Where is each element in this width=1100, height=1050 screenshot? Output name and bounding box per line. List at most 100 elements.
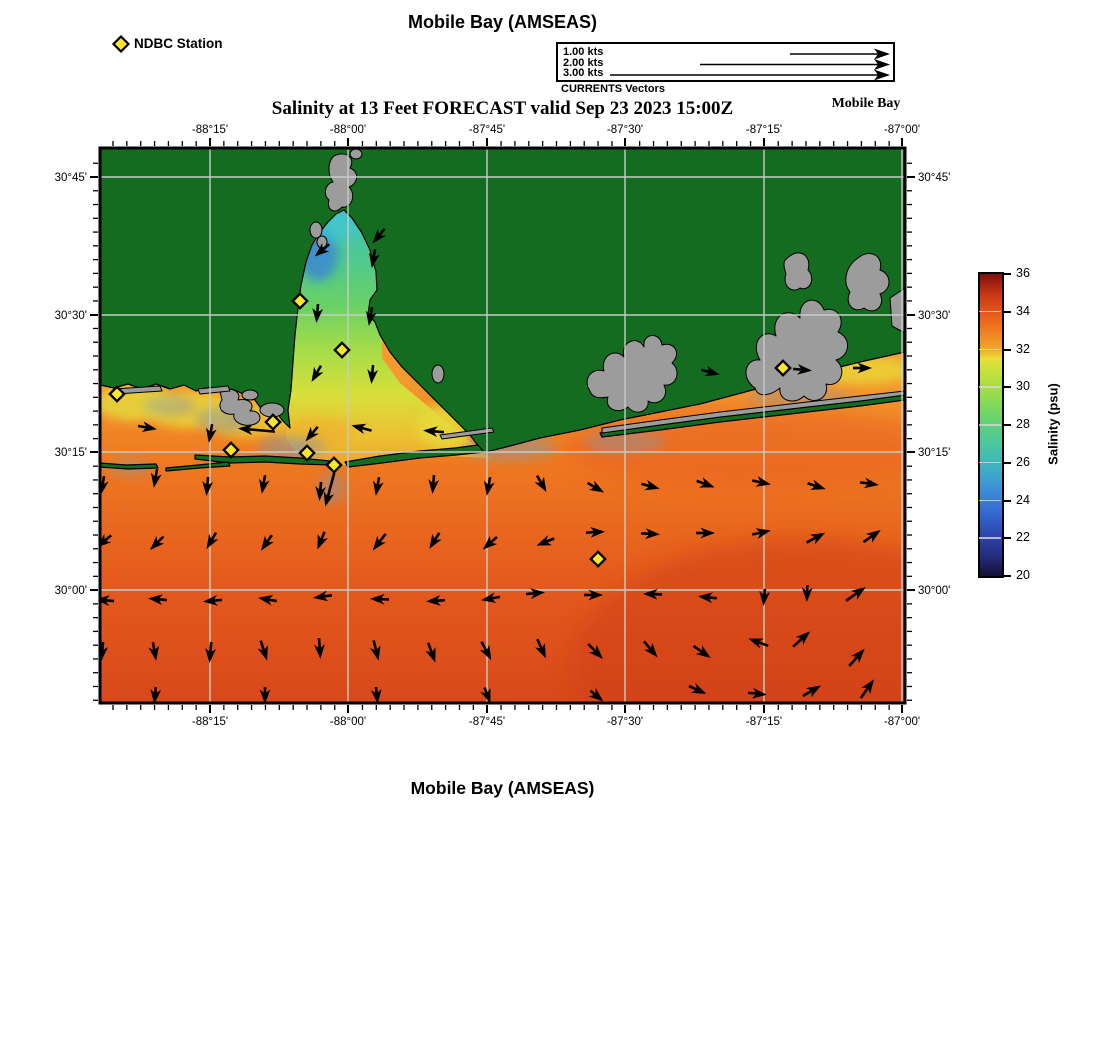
current-vector-arrow [372,227,386,244]
colorbar-tick-label: 36 [1016,266,1030,280]
current-vector-arrow [747,687,767,699]
current-vector-arrow [314,637,325,659]
current-vector-arrow [370,593,390,605]
current-vector-arrow [701,365,720,377]
legend-arrow-head [874,48,890,60]
colorbar-gridline [979,499,1001,501]
current-vector-arrow [260,534,274,551]
y-tick-label-right: 30°00' [918,585,950,597]
current-vector-arrow [372,533,387,551]
colorbar-tick-label: 34 [1016,303,1030,318]
current-vector-arrow [845,586,866,602]
bottom-title: Mobile Bay (AMSEAS) [410,778,595,798]
pensacola-bay [745,299,848,402]
current-vector-arrow [641,479,660,491]
current-vector-arrow [535,638,546,659]
current-vector-arrow [481,592,501,604]
current-vector-arrow [792,363,812,375]
mobile-city-gray [309,221,323,239]
current-vector-arrow [258,594,278,606]
current-vector-arrow [315,481,327,501]
ndbc-station-marker [774,359,792,377]
salinity-map: -88°15' -88°15' -88°00' -88°00' -87°45' -87°4… [55,124,951,728]
colorbar-tick-label: 22 [1016,530,1030,545]
current-vector-arrow [323,472,336,507]
current-vector-arrow [257,640,268,661]
colorbar-tick-label: 24 [1016,492,1030,507]
colorbar-tick-label: 28 [1016,417,1030,431]
forecast-subtitle: Salinity at 13 Feet FORECAST valid Sep 2… [271,98,734,119]
legend-speed-2: 2.00 kts [563,56,604,69]
x-tick-label-bottom: -88°15' [192,716,228,728]
current-vector-arrow [588,688,604,702]
current-vector-arrow [862,529,881,544]
ndbc-station-marker [298,444,316,462]
current-vector-arrow [258,474,270,494]
current-vector-arrow [205,423,217,443]
colorbar-gridline [979,310,1001,313]
colorbar-tick [1002,537,1011,540]
current-vector-arrow [148,641,160,661]
current-vector-arrow [802,685,822,698]
current-vector-arrow [202,476,214,496]
current-vector-arrow [643,588,663,600]
colorbar-tick [1002,348,1011,351]
current-vector-arrow [534,474,547,493]
current-vector-arrow [759,588,771,606]
current-vector-arrow [206,531,219,550]
colorbar-tick-label: 30 [1016,379,1030,394]
colorbar-gridline [979,348,1001,350]
current-vector-arrow [586,480,605,493]
current-vector-arrow [370,686,382,703]
current-vector-arrow [696,527,715,539]
current-vector-arrow [372,476,384,496]
current-vector-arrow [536,535,555,546]
current-vector-arrow [801,584,813,602]
weeks-bay [431,364,445,384]
y-tick-label-right: 30°45' [918,172,950,184]
current-vector-arrow [351,423,372,435]
y-tick-label-left: 30°00' [55,585,87,597]
current-vector-arrow [859,679,875,699]
current-vector-arrow [314,243,331,257]
current-vector-arrow [853,362,872,374]
x-tick-label-top: -88°15' [192,124,228,136]
currents-legend-box: 1.00 kts 2.00 kts 3.00 kts [556,42,895,82]
current-vector-arrow [428,474,440,494]
colorbar-tick [1002,575,1011,577]
legend-arrow-head [874,59,890,70]
current-vector-arrow [692,644,711,659]
y-tick-label-right: 30°30' [918,310,950,322]
current-vector-arrow [150,535,165,550]
current-vector-arrow [751,528,771,539]
current-vector-arrow [640,528,660,540]
current-vector-arrow [688,683,707,694]
horn-island [165,461,231,472]
current-vector-arrow [238,424,275,436]
santa-rosa-sound [601,390,905,434]
gray-waterbodies [113,148,905,440]
current-vector-arrow [525,588,545,600]
current-vector-arrow [480,687,491,703]
colorbar-gridline [979,537,1001,539]
current-vector-arrow [698,592,718,604]
current-vector-arrow [426,595,446,606]
colorbar-tick [1002,499,1011,502]
current-vector-arrow [848,648,865,667]
colorbar-gridline [979,461,1001,464]
colorbar-tick-label: 26 [1016,454,1030,469]
current-vector-arrow [205,641,217,663]
colorbar-tick-label: 20 [1016,568,1030,582]
current-vector-arrow [148,594,168,606]
current-vector-arrow [584,589,603,601]
current-vector-arrow [317,531,328,550]
legend-speed-1: 1.00 kts [563,46,604,58]
axis-ticks-and-labels: -88°15' -88°15' -88°00' -88°00' -87°45' -87°4… [55,124,951,728]
x-tick-label-top: -87°30' [607,124,643,136]
y-tick-label-left: 30°15' [55,447,87,459]
y-tick-label-left: 30°30' [55,310,87,322]
current-vector-arrow [479,641,492,661]
delta-blob [349,148,363,160]
pascagoula-gray3 [241,389,259,401]
current-vector-arrow [423,426,445,438]
